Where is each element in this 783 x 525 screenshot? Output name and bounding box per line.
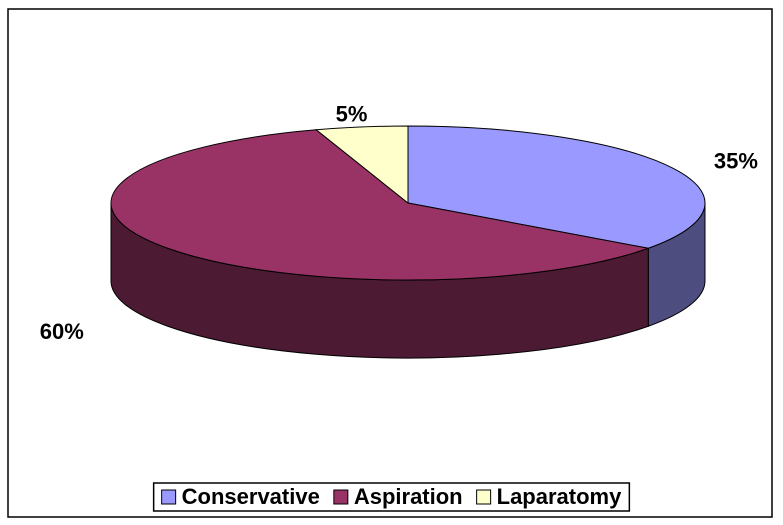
data-label: 5% [336,101,368,126]
legend-box [152,482,631,512]
legend-swatch [161,489,177,505]
pie [110,125,706,359]
legend-label: Aspiration [354,484,463,509]
slice [407,125,706,249]
legend-label: Laparatomy [497,484,622,509]
legend-label: Conservative [182,484,320,509]
legend-swatch [476,489,492,505]
data-label: 35% [714,149,758,174]
legend-swatch [333,489,349,505]
slice [314,125,409,205]
slice [110,129,651,281]
data-label: 60% [40,319,84,344]
data-labels: 35% 60% 5% [40,101,758,344]
legend: Conservative Aspiration Laparatomy [152,482,631,512]
